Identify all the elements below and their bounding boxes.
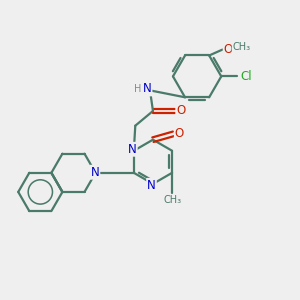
Text: N: N <box>128 143 137 156</box>
Text: CH₃: CH₃ <box>232 42 250 52</box>
Text: N: N <box>143 82 152 95</box>
Text: O: O <box>176 104 186 118</box>
Text: O: O <box>175 127 184 140</box>
Text: N: N <box>91 166 99 179</box>
Text: H: H <box>134 84 141 94</box>
Text: N: N <box>147 179 156 192</box>
Text: Cl: Cl <box>240 70 251 83</box>
Text: CH₃: CH₃ <box>163 195 181 205</box>
Text: O: O <box>224 43 233 56</box>
